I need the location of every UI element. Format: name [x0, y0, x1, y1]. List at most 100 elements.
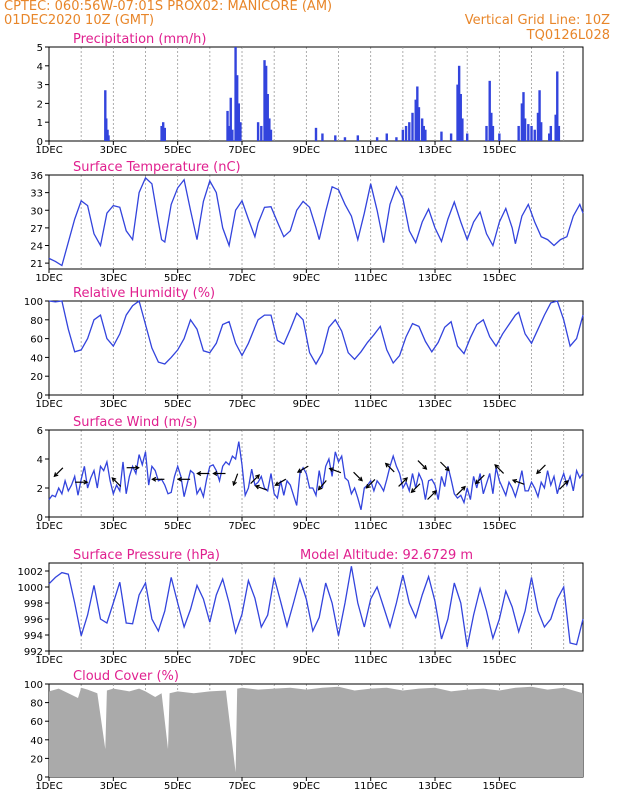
x-tick-label: 9DEC	[293, 781, 320, 792]
wind-arrow-head	[563, 479, 569, 485]
x-tick-label: 9DEC	[293, 399, 320, 410]
y-tick-label: 27	[30, 224, 43, 235]
precip-bar	[517, 125, 520, 141]
precip-bar	[530, 125, 533, 141]
x-tick-label: 1DEC	[35, 655, 62, 666]
wind-arrow-head	[410, 488, 416, 494]
y-tick-label: 996	[24, 615, 43, 626]
x-tick-label: 1DEC	[35, 273, 62, 284]
wind-arrow	[456, 486, 466, 496]
panel-frame	[48, 300, 584, 396]
wind-arrow-head	[296, 468, 302, 473]
panel-title: Surface Pressure (hPa)	[73, 548, 220, 563]
wind-arrow-head	[274, 481, 280, 486]
precip-bar	[269, 129, 273, 141]
wind-arrow	[398, 477, 408, 487]
precip-bar	[420, 118, 424, 141]
precip-bar	[440, 131, 443, 141]
wind-arrow-head	[134, 465, 140, 471]
wind-arrow-head	[255, 474, 261, 480]
wind-arrow	[111, 477, 122, 487]
panel-frame	[48, 562, 584, 652]
wind-arrow-head	[474, 479, 480, 485]
x-tick-label: 5DEC	[164, 145, 191, 156]
precip-bar	[395, 137, 398, 141]
wind-arrow-head	[432, 490, 437, 496]
wind-arrow	[411, 483, 421, 493]
precip-bar	[461, 118, 464, 141]
precip-bar	[485, 125, 488, 141]
wind-arrow	[329, 467, 342, 474]
precip-bar	[229, 97, 232, 141]
precip-bar	[266, 94, 269, 141]
precip-bar	[417, 107, 421, 141]
x-tick-label: 5DEC	[164, 399, 191, 410]
y-tick-label: 4	[37, 62, 43, 73]
header-line1: CPTEC: 060:56W-07:01S PROX02: MANICORE (…	[4, 0, 333, 14]
x-tick-label: 5DEC	[164, 655, 191, 666]
panel-title: Relative Humidity (%)	[73, 286, 215, 301]
precip-bar	[239, 122, 242, 141]
wind-arrow	[475, 474, 485, 484]
precip-bar	[422, 125, 425, 141]
wind-arrow-head	[494, 464, 500, 469]
precip-bar	[334, 135, 337, 141]
y-tick-label: 998	[24, 599, 43, 610]
x-tick-label: 11DEC	[354, 399, 388, 410]
panel-frame	[48, 174, 584, 270]
x-tick-label: 15DEC	[482, 781, 516, 792]
precip-bar	[459, 94, 462, 141]
precip-bar	[456, 84, 459, 141]
x-tick-label: 11DEC	[354, 145, 388, 156]
wind-arrow	[275, 478, 287, 486]
precip-bar	[235, 75, 239, 141]
precip-bar	[226, 110, 229, 141]
y-tick-label: 60	[30, 335, 43, 346]
panel-annotation: Model Altitude: 92.6729 m	[300, 548, 473, 563]
x-tick-label: 5DEC	[164, 781, 191, 792]
precip-bar	[375, 137, 379, 141]
y-tick-label: 6	[37, 426, 43, 437]
x-tick-label: 5DEC	[164, 521, 191, 532]
panel-frame	[48, 46, 584, 142]
y-tick-label: 40	[30, 353, 43, 364]
y-tick-label: 21	[30, 259, 43, 270]
precip-bar	[424, 129, 427, 141]
wind-arrow	[494, 464, 505, 474]
y-tick-label: 0	[37, 137, 43, 148]
precip-bar	[449, 133, 453, 141]
precip-bar	[527, 124, 530, 141]
cloud-area	[49, 686, 583, 777]
x-tick-label: 3DEC	[100, 273, 127, 284]
x-tick-label: 5DEC	[164, 273, 191, 284]
x-tick-label: 15DEC	[482, 521, 516, 532]
y-tick-label: 24	[30, 242, 43, 253]
y-tick-label: 60	[30, 717, 43, 728]
x-tick-label: 15DEC	[482, 273, 516, 284]
y-tick-label: 0	[37, 773, 43, 784]
wind-arrow-head	[317, 485, 323, 491]
precip-bar	[556, 71, 559, 141]
precip-bar	[107, 135, 110, 141]
y-tick-label: 80	[30, 316, 43, 327]
precip-bar	[385, 133, 388, 141]
precip-bar	[343, 137, 347, 141]
y-tick-label: 3	[37, 81, 43, 92]
precip-bar	[536, 112, 540, 141]
x-tick-label: 11DEC	[354, 521, 388, 532]
wind-arrow	[512, 479, 525, 485]
wind-arrow-head	[196, 471, 202, 476]
x-tick-label: 3DEC	[100, 399, 127, 410]
x-tick-label: 11DEC	[354, 781, 388, 792]
x-tick-label: 13DEC	[418, 781, 452, 792]
x-tick-label: 15DEC	[482, 399, 516, 410]
x-tick-label: 1DEC	[35, 521, 62, 532]
precip-bar	[231, 129, 234, 141]
precip-bar	[104, 90, 107, 141]
y-tick-label: 0	[37, 513, 43, 524]
wind-arrow-head	[232, 480, 237, 487]
precip-bar	[260, 125, 263, 141]
x-tick-label: 7DEC	[228, 145, 255, 156]
x-tick-label: 7DEC	[228, 521, 255, 532]
